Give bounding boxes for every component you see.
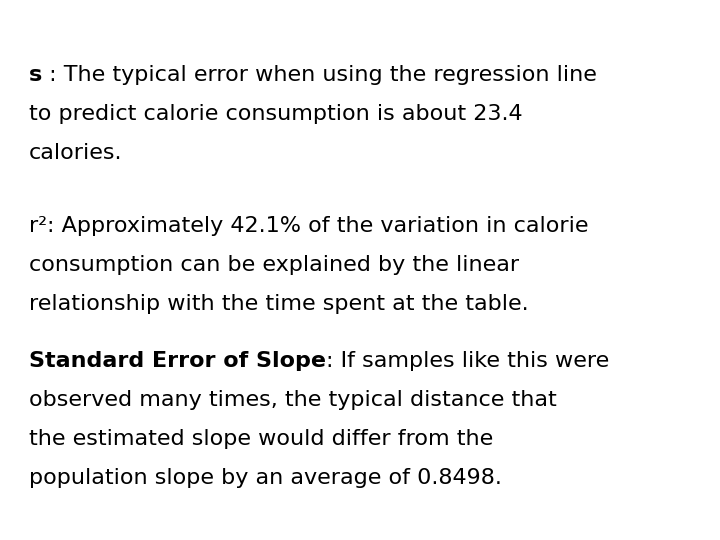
Text: Standard Error of Slope: Standard Error of Slope [29, 351, 325, 371]
Text: consumption can be explained by the linear: consumption can be explained by the line… [29, 255, 519, 275]
Text: : If samples like this were: : If samples like this were [325, 351, 609, 371]
Text: to predict calorie consumption is about 23.4: to predict calorie consumption is about … [29, 104, 523, 124]
Text: calories.: calories. [29, 143, 122, 163]
Text: observed many times, the typical distance that: observed many times, the typical distanc… [29, 390, 557, 410]
Text: population slope by an average of 0.8498.: population slope by an average of 0.8498… [29, 468, 502, 488]
Text: : The typical error when using the regression line: : The typical error when using the regre… [42, 65, 597, 85]
Text: : Approximately 42.1% of the variation in calorie: : Approximately 42.1% of the variation i… [47, 216, 588, 236]
Text: the estimated slope would differ from the: the estimated slope would differ from th… [29, 429, 493, 449]
Text: relationship with the time spent at the table.: relationship with the time spent at the … [29, 294, 528, 314]
Text: s: s [29, 65, 42, 85]
Text: r²: r² [29, 216, 47, 236]
